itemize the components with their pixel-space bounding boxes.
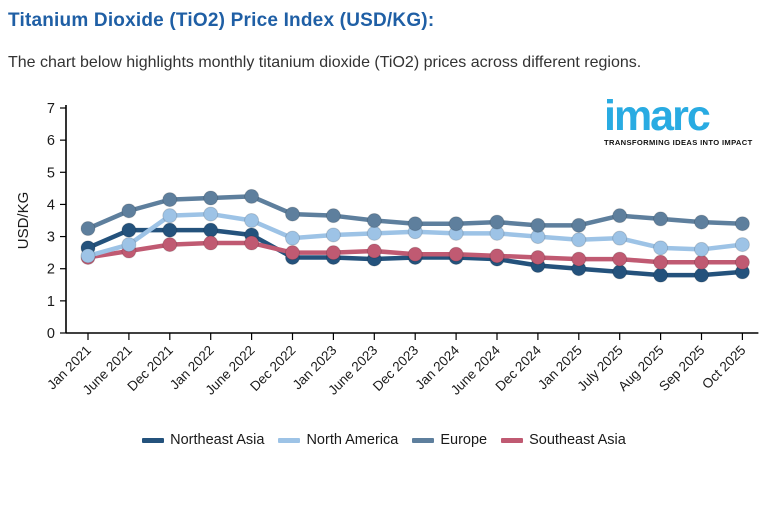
data-point-north-america	[244, 213, 260, 228]
data-point-europe	[734, 216, 750, 232]
data-point-north-america	[612, 230, 628, 246]
imarc-logo: imarc TRANSFORMING IDEAS INTO IMPACT	[604, 92, 753, 147]
x-axis-tick-label: Dec 2023	[370, 343, 421, 394]
data-point-europe	[244, 188, 260, 204]
data-point-north-america	[366, 225, 382, 241]
legend-marker-icon	[501, 437, 524, 443]
x-axis-tick-label: Dec 2022	[247, 343, 298, 394]
x-axis-tick-label: Dec 2021	[124, 343, 175, 394]
legend-label: North America	[306, 432, 399, 448]
data-point-southeast-asia	[448, 246, 464, 262]
data-point-southeast-asia	[325, 245, 341, 261]
legend-label: Europe	[440, 432, 488, 448]
y-axis-tick-label: 5	[47, 165, 55, 181]
legend-item-northeast-asia: Northeast Asia	[142, 432, 264, 448]
data-point-north-america	[571, 232, 587, 248]
data-point-northeast-asia	[121, 222, 137, 238]
data-point-europe	[285, 206, 300, 222]
y-axis-tick-label: 3	[47, 230, 55, 246]
chart-description: The chart below highlights monthly titan…	[8, 54, 642, 71]
y-axis-tick-label: 7	[47, 101, 55, 117]
data-point-europe	[530, 217, 546, 233]
data-point-europe	[366, 213, 382, 228]
chart-area: 0 1 2 3 4 5 6 7 USD/KG Jan 2021 June 2021 Dec 2021 J…	[8, 86, 760, 424]
data-point-northeast-asia	[694, 267, 709, 283]
data-point-europe	[407, 216, 423, 232]
y-axis-tick-label: 6	[47, 133, 55, 149]
data-point-southeast-asia	[489, 248, 505, 264]
chart-legend: Northeast Asia North America Europe Sout…	[8, 432, 760, 448]
data-point-northeast-asia	[612, 264, 628, 280]
page-title: Titanium Dioxide (TiO2) Price Index (USD…	[8, 10, 435, 31]
data-point-southeast-asia	[162, 237, 178, 253]
data-point-europe	[653, 211, 669, 227]
data-point-southeast-asia	[203, 235, 219, 251]
legend-marker-icon	[278, 437, 301, 443]
legend-marker-icon	[142, 437, 165, 443]
x-axis-tick-label: Dec 2024	[493, 342, 545, 394]
y-axis-tick-label: 0	[47, 326, 55, 342]
imarc-tagline: TRANSFORMING IDEAS INTO IMPACT	[604, 137, 753, 147]
data-point-north-america	[203, 206, 219, 222]
data-point-europe	[203, 190, 219, 206]
y-axis-title: USD/KG	[15, 192, 32, 250]
data-point-north-america	[734, 237, 750, 253]
data-point-north-america	[121, 237, 137, 253]
data-point-southeast-asia	[694, 254, 709, 270]
x-axis-tick-label: Sep 2025	[656, 343, 707, 394]
data-point-southeast-asia	[734, 254, 750, 270]
data-point-northeast-asia	[162, 222, 178, 238]
legend-marker-icon	[412, 437, 435, 443]
data-point-north-america	[80, 248, 96, 264]
data-point-southeast-asia	[530, 249, 546, 265]
y-axis-tick-label: 4	[47, 197, 55, 213]
data-point-north-america	[162, 208, 178, 224]
data-point-north-america	[325, 227, 341, 243]
data-point-north-america	[653, 240, 669, 256]
data-point-northeast-asia	[203, 222, 219, 238]
data-point-europe	[694, 214, 709, 230]
legend-label: Northeast Asia	[170, 432, 265, 448]
data-point-southeast-asia	[653, 254, 669, 270]
legend-item-north-america: North America	[278, 432, 398, 448]
data-point-southeast-asia	[571, 251, 587, 267]
data-point-southeast-asia	[612, 251, 628, 267]
y-axis-tick-label: 1	[47, 294, 55, 310]
legend-item-southeast-asia: Southeast Asia	[501, 432, 626, 448]
data-point-north-america	[285, 230, 300, 246]
data-point-northeast-asia	[653, 267, 669, 283]
data-point-southeast-asia	[285, 245, 300, 261]
data-point-europe	[162, 192, 178, 208]
data-point-europe	[121, 203, 137, 219]
legend-label: Southeast Asia	[529, 432, 626, 448]
data-point-europe	[448, 216, 464, 232]
data-point-europe	[489, 214, 505, 230]
data-point-southeast-asia	[244, 235, 260, 251]
data-point-southeast-asia	[366, 243, 382, 259]
data-point-europe	[80, 221, 96, 237]
data-point-europe	[612, 208, 628, 224]
data-point-europe	[325, 208, 341, 224]
legend-item-europe: Europe	[412, 432, 487, 448]
data-point-southeast-asia	[407, 246, 423, 262]
imarc-logo-text: imarc	[604, 92, 711, 140]
data-point-europe	[571, 217, 587, 233]
data-point-north-america	[694, 241, 709, 257]
x-axis-tick-label: Oct 2025	[699, 343, 748, 392]
y-axis-tick-label: 2	[47, 262, 55, 278]
